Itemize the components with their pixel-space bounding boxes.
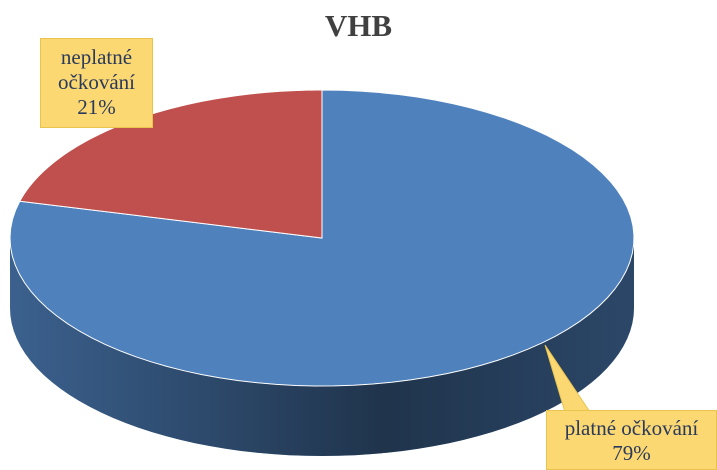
data-label: neplatné očkování 21% [40,38,153,128]
chart-title: VHB [324,8,393,43]
pie [9,89,635,456]
label-value: 79% [612,441,651,465]
label-value: 21% [77,95,116,119]
label-category: platné očkování [564,416,699,440]
label-category: neplatné očkování [58,45,135,94]
data-label: platné očkování 79% [546,410,717,470]
slice [9,89,635,387]
slice-side-shade [10,238,634,456]
